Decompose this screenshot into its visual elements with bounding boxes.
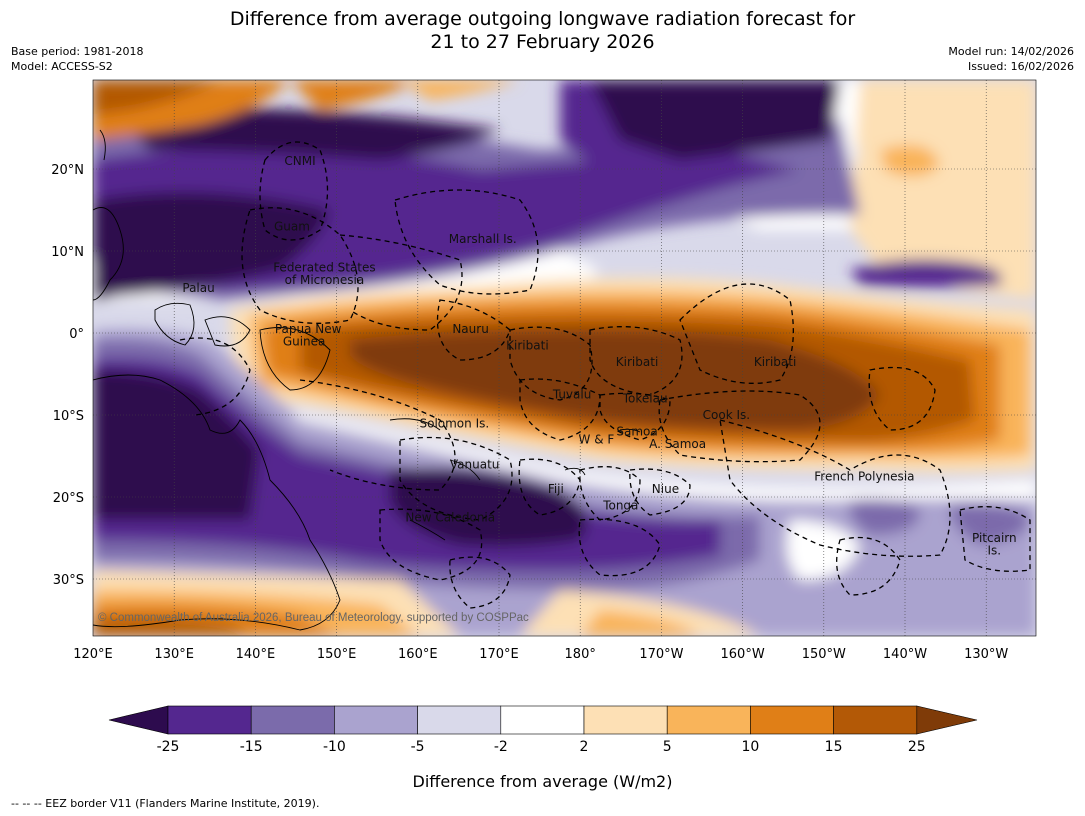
model-run: Model run: 14/02/2026 <box>948 45 1074 58</box>
colorbar-tick-label: 25 <box>908 739 926 755</box>
colorbar-segment <box>500 705 585 735</box>
colorbar-max-extend <box>916 705 978 735</box>
colorbar-segment <box>666 705 751 735</box>
region-label: Niue <box>652 482 679 496</box>
lon-tick-label: 140°W <box>883 647 927 662</box>
region-label: Papua New <box>275 322 342 336</box>
lon-tick-label: 130°E <box>154 647 194 662</box>
meta-left: Base period: 1981-2018 Model: ACCESS-S2 <box>11 44 143 74</box>
region-label: Palau <box>182 281 214 295</box>
lat-tick-label: 20°N <box>51 163 84 178</box>
region-label: French Polynesia <box>814 470 914 484</box>
colorbar-tick-label: 2 <box>580 739 589 755</box>
region-label: Federated States <box>273 261 375 275</box>
title-line-2: 21 to 27 February 2026 <box>430 31 655 53</box>
lat-tick-label: 20°S <box>53 491 84 506</box>
colorbar-min-extend <box>108 705 169 735</box>
region-label: Samoa <box>616 425 657 439</box>
region-label: Vanuatu <box>450 457 500 471</box>
lon-tick-label: 150°E <box>317 647 357 662</box>
issued-date: Issued: 16/02/2026 <box>967 60 1074 73</box>
colorbar-tick-label: -5 <box>411 739 425 755</box>
lon-tick-label: 130°W <box>964 647 1008 662</box>
colorbar-segment <box>334 705 418 735</box>
eez-borders <box>179 141 1031 609</box>
region-label: Pitcairn <box>972 531 1017 545</box>
region-label: Fiji <box>548 482 564 496</box>
lon-tick-label: 160°W <box>721 647 765 662</box>
base-period: Base period: 1981-2018 <box>11 45 144 58</box>
region-label: W & F <box>579 433 615 447</box>
footnote: -- -- -- EEZ border V11 (Flanders Marine… <box>11 797 320 810</box>
lat-tick-label: 30°S <box>53 573 84 588</box>
colorbar-segment <box>750 705 834 735</box>
lat-tick-label: 10°S <box>53 409 84 424</box>
lon-tick-label: 170°E <box>479 647 519 662</box>
colorbar-tick-label: -2 <box>494 739 508 755</box>
region-label: Nauru <box>452 322 488 336</box>
region-label: Is. <box>988 543 1002 557</box>
region-label: Kiribati <box>616 355 658 369</box>
region-label: Guam <box>274 220 310 234</box>
region-label: CNMI <box>284 154 315 168</box>
lon-tick-label: 160°E <box>398 647 438 662</box>
colorbar-segment <box>583 705 668 735</box>
chart-title: Difference from average outgoing longwav… <box>0 8 1085 54</box>
latitude-ticks: 20°N 10°N 0° 10°S 20°S 30°S <box>51 163 84 588</box>
region-label: Solomon Is. <box>419 416 489 430</box>
region-label: Tokelau <box>622 392 668 406</box>
map-frame <box>92 79 1037 637</box>
colorbar-segment <box>833 705 918 735</box>
lon-tick-label: 140°E <box>236 647 276 662</box>
region-label: of Micronesia <box>285 273 365 287</box>
colorbar-tick-label: 10 <box>741 739 759 755</box>
lon-tick-label: 150°W <box>802 647 846 662</box>
colorbar-tick-label: 5 <box>663 739 672 755</box>
coastlines <box>93 129 641 631</box>
colorbar-tick-label: -25 <box>157 739 180 755</box>
colorbar <box>108 705 978 735</box>
colorbar-tick-label: 15 <box>825 739 843 755</box>
copyright-text: © Commonwealth of Australia 2026, Bureau… <box>98 612 529 624</box>
meta-right: Model run: 14/02/2026 Issued: 16/02/2026 <box>948 44 1074 74</box>
colorbar-segment <box>417 705 502 735</box>
longitude-ticks: 120°E 130°E 140°E 150°E 160°E 170°E 180° 170°W 1… <box>73 647 1008 662</box>
lon-tick-label: 120°E <box>73 647 113 662</box>
region-label: Guinea <box>283 334 326 348</box>
region-label: Kiribati <box>506 338 548 352</box>
region-label: Cook Is. <box>703 408 750 422</box>
grid-lines <box>93 80 1036 636</box>
region-label: New Caledonia <box>405 511 495 525</box>
colorbar-label: Difference from average (W/m2) <box>412 772 673 791</box>
region-label: Kiribati <box>754 355 796 369</box>
lat-tick-label: 10°N <box>51 245 84 260</box>
lat-tick-label: 0° <box>69 327 84 342</box>
colorbar-tick-label: -15 <box>240 739 263 755</box>
colorbar-segment <box>167 705 252 735</box>
colorbar-segment <box>250 705 335 735</box>
lon-tick-label: 170°W <box>639 647 683 662</box>
region-label: Tonga <box>602 498 638 512</box>
lon-tick-label: 180° <box>565 647 596 662</box>
region-label: A. Samoa <box>649 437 706 451</box>
model-name: Model: ACCESS-S2 <box>11 60 113 73</box>
region-label: Marshall Is. <box>449 232 517 246</box>
region-label: Tuvalu <box>552 388 592 402</box>
colorbar-tick-label: -10 <box>323 739 346 755</box>
title-line-1: Difference from average outgoing longwav… <box>229 8 856 30</box>
colorbar-ticks: -25 -15 -10 -5 -2 2 5 10 15 25 <box>157 739 926 755</box>
